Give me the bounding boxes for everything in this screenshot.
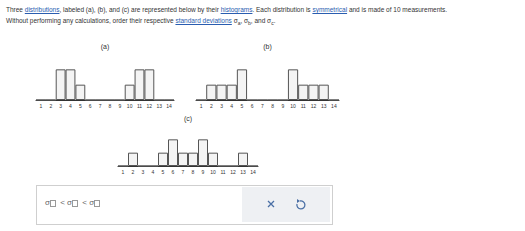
svg-text:10: 10 <box>210 169 216 175</box>
svg-text:8: 8 <box>109 103 112 109</box>
svg-text:2: 2 <box>49 103 52 109</box>
html-text:< σ: < σ <box>80 198 95 207</box>
html-text:Three distributions, labeled (: Three distributions, labeled (a), (b), a… <box>6 6 448 13</box>
svg-text:(c): (c) <box>184 115 192 123</box>
svg-text:13: 13 <box>321 103 327 109</box>
html-text:< σ: < σ <box>57 198 72 207</box>
svg-text:3: 3 <box>142 169 145 175</box>
html-text:σ: σ <box>45 198 50 207</box>
svg-text:7: 7 <box>182 169 185 175</box>
svg-text:2: 2 <box>210 103 213 109</box>
svg-text:7: 7 <box>99 103 102 109</box>
svg-text:12: 12 <box>311 103 317 109</box>
svg-text:6: 6 <box>89 103 92 109</box>
svg-text:11: 11 <box>301 103 306 109</box>
svg-text:3: 3 <box>59 103 62 109</box>
svg-text:10: 10 <box>290 103 296 109</box>
svg-text:9: 9 <box>202 169 205 175</box>
svg-text:13: 13 <box>240 169 246 175</box>
svg-text:4: 4 <box>152 169 155 175</box>
svg-text:13: 13 <box>156 103 162 109</box>
svg-text:5: 5 <box>162 169 165 175</box>
svg-text:9: 9 <box>118 103 121 109</box>
svg-text:8: 8 <box>192 169 195 175</box>
svg-text:6: 6 <box>251 103 254 109</box>
svg-text:8: 8 <box>271 103 274 109</box>
svg-text:6: 6 <box>172 169 175 175</box>
svg-text:(a): (a) <box>101 43 110 51</box>
html-text:Without performing any calcula: Without performing any calculations, ord… <box>6 17 276 27</box>
svg-text:3: 3 <box>220 103 223 109</box>
svg-text:11: 11 <box>137 103 142 109</box>
svg-text:1: 1 <box>40 103 43 109</box>
svg-text:14: 14 <box>250 169 256 175</box>
svg-text:10: 10 <box>127 103 133 109</box>
svg-text:4: 4 <box>230 103 233 109</box>
svg-text:5: 5 <box>79 103 82 109</box>
svg-text:4: 4 <box>69 103 72 109</box>
svg-text:5: 5 <box>241 103 244 109</box>
svg-text:14: 14 <box>331 103 337 109</box>
svg-text:1: 1 <box>200 103 203 109</box>
svg-text:12: 12 <box>230 169 236 175</box>
svg-text:(b): (b) <box>263 43 272 51</box>
svg-text:14: 14 <box>166 103 172 109</box>
svg-text:9: 9 <box>281 103 284 109</box>
svg-text:12: 12 <box>147 103 153 109</box>
svg-text:7: 7 <box>261 103 264 109</box>
svg-text:1: 1 <box>122 169 125 175</box>
svg-text:2: 2 <box>132 169 135 175</box>
svg-text:11: 11 <box>220 169 225 175</box>
